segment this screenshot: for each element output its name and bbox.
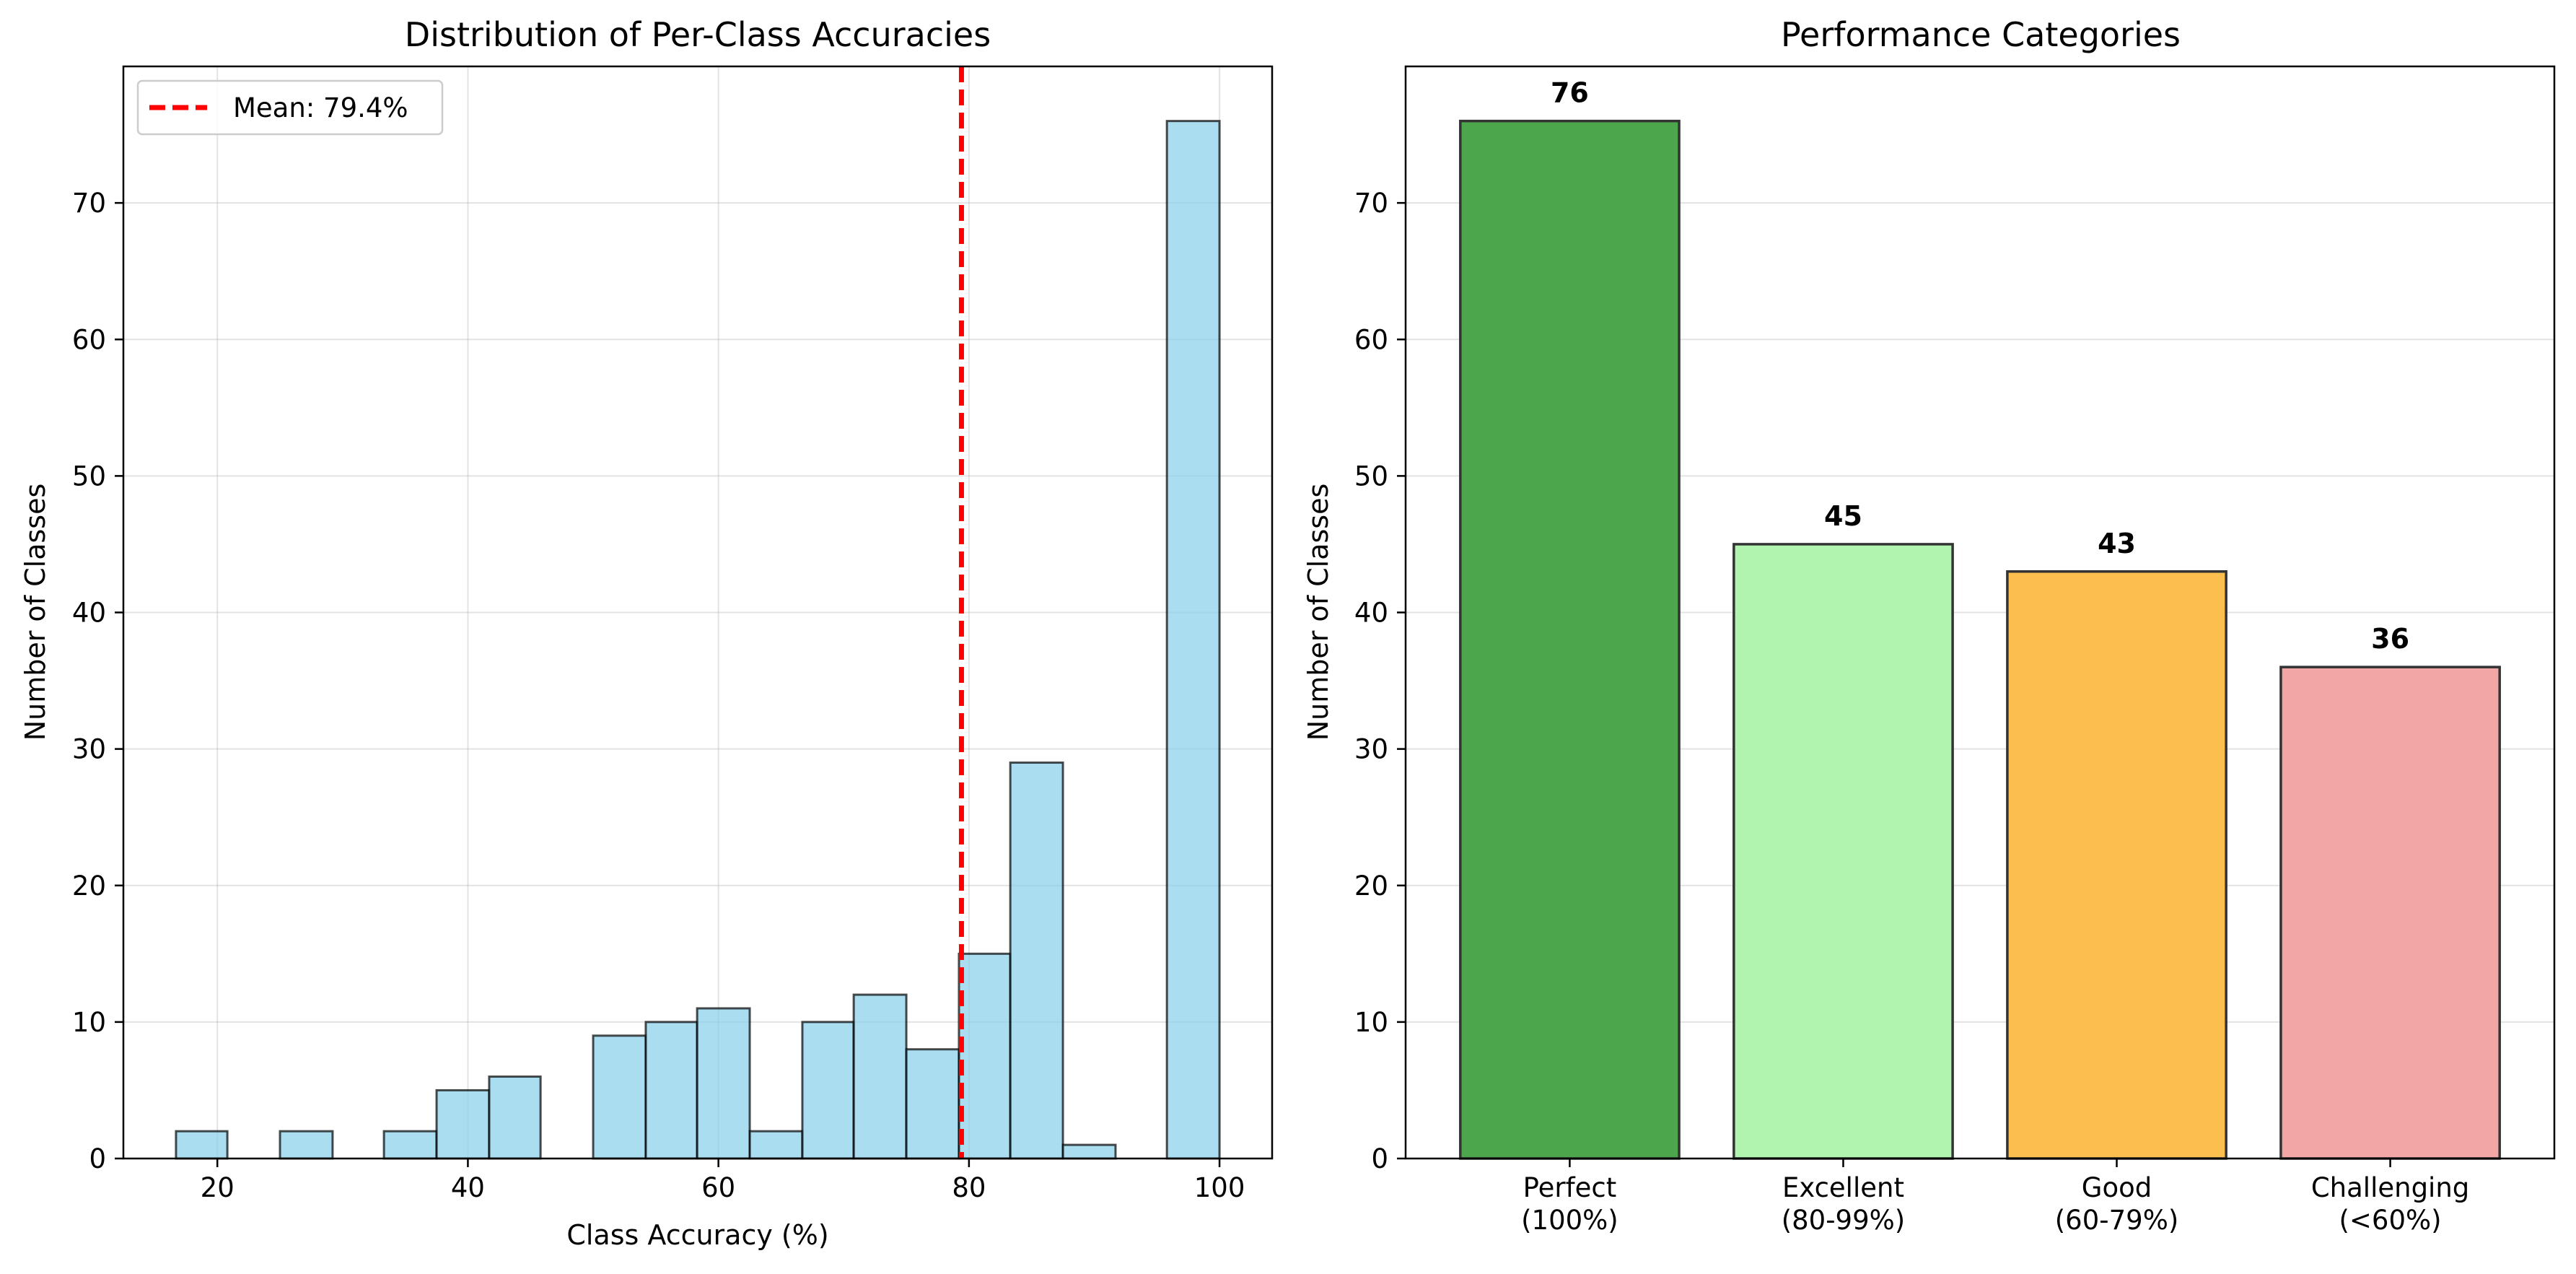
- histogram-y-tick-label: 70: [72, 188, 106, 219]
- categories-data-labels: 76 45 43 36: [1551, 77, 2409, 655]
- histogram-x-tick-label: 80: [952, 1172, 986, 1203]
- histogram-bar: [435, 1088, 491, 1160]
- performance-categories-chart: Performance Categories Perfect(100%) Exce…: [1302, 15, 2556, 1236]
- histogram-bar: [1061, 1143, 1117, 1160]
- histogram-bar: [382, 1130, 438, 1160]
- histogram-bar: [279, 1130, 334, 1160]
- categories-y-tick-label: 0: [1371, 1143, 1388, 1174]
- histogram-bar: [905, 1048, 960, 1160]
- categories-y-tick-label: 20: [1354, 871, 1388, 902]
- histogram-y-ticks: 0 10 20 30 40 50 60 70: [72, 188, 123, 1174]
- histogram-title: Distribution of Per-Class Accuracies: [405, 15, 991, 54]
- category-bar: [2279, 666, 2501, 1160]
- histogram-y-tick-label: 50: [72, 461, 106, 492]
- categories-y-axis-label: Number of Classes: [1302, 484, 1334, 741]
- categories-y-tick-label: 60: [1354, 324, 1388, 355]
- histogram-y-tick-label: 60: [72, 324, 106, 355]
- category-range-label: (80-99%): [1782, 1205, 1906, 1236]
- category-range-label: (<60%): [2339, 1205, 2442, 1236]
- histogram-bar: [748, 1130, 804, 1160]
- histogram-bar: [958, 952, 1012, 1160]
- histogram-y-tick-label: 10: [72, 1007, 106, 1038]
- category-range-label: (60-79%): [2055, 1205, 2179, 1236]
- category-name-label: Perfect: [1523, 1172, 1617, 1203]
- category-bar: [2006, 570, 2227, 1160]
- categories-bars: [1459, 119, 2501, 1160]
- histogram-y-tick-label: 40: [72, 598, 106, 629]
- histogram-x-tick-label: 20: [201, 1172, 235, 1203]
- categories-title: Performance Categories: [1781, 15, 2181, 54]
- histogram-bar: [801, 1021, 855, 1160]
- category-value-label: 76: [1551, 77, 1589, 109]
- histogram-bar: [1009, 762, 1064, 1160]
- histogram-legend: Mean: 79.4%: [136, 79, 444, 136]
- histogram-bars: [175, 120, 1221, 1160]
- category-name-label: Excellent: [1782, 1172, 1904, 1203]
- categories-y-ticks: 0 10 20 30 40 50 60 70: [1354, 188, 1406, 1174]
- histogram-y-tick-label: 30: [72, 734, 106, 765]
- category-bar: [1732, 543, 1954, 1160]
- categories-y-tick-label: 50: [1354, 461, 1388, 492]
- category-value-label: 45: [1824, 500, 1862, 532]
- histogram-bar: [852, 993, 908, 1160]
- categories-x-ticks: Perfect(100%) Excellent(80-99%) Good(60-79…: [1521, 1159, 2469, 1236]
- category-bar: [1459, 119, 1681, 1160]
- histogram-y-axis-label: Number of Classes: [19, 484, 51, 741]
- legend-box: [136, 79, 444, 136]
- histogram-bar: [592, 1034, 647, 1160]
- histogram-x-tick-label: 100: [1194, 1172, 1245, 1203]
- category-name-label: Good: [2082, 1172, 2152, 1203]
- categories-y-tick-label: 30: [1354, 734, 1388, 765]
- categories-y-tick-label: 70: [1354, 188, 1388, 219]
- histogram-bar: [488, 1076, 542, 1160]
- histogram-grid: [123, 66, 1272, 1159]
- category-value-label: 43: [2098, 528, 2136, 559]
- histogram-bar: [1165, 120, 1221, 1160]
- categories-y-tick-label: 10: [1354, 1007, 1388, 1038]
- histogram-bar: [175, 1130, 229, 1160]
- histogram-bar: [696, 1007, 751, 1160]
- accuracy-histogram: Distribution of Per-Class Accuracies 20 4…: [19, 15, 1274, 1251]
- histogram-x-ticks: 20 40 60 80 100: [201, 1159, 1245, 1203]
- histogram-bar: [644, 1021, 698, 1160]
- histogram-y-tick-label: 20: [72, 871, 106, 902]
- histogram-x-tick-label: 40: [451, 1172, 485, 1203]
- categories-y-tick-label: 40: [1354, 598, 1388, 629]
- category-value-label: 36: [2371, 623, 2409, 655]
- category-name-label: Challenging: [2311, 1172, 2469, 1203]
- histogram-x-axis-label: Class Accuracy (%): [566, 1219, 828, 1251]
- category-range-label: (100%): [1521, 1205, 1618, 1236]
- legend-mean-label: Mean: 79.4%: [233, 92, 408, 123]
- histogram-x-tick-label: 60: [701, 1172, 735, 1203]
- histogram-y-tick-label: 0: [89, 1143, 106, 1174]
